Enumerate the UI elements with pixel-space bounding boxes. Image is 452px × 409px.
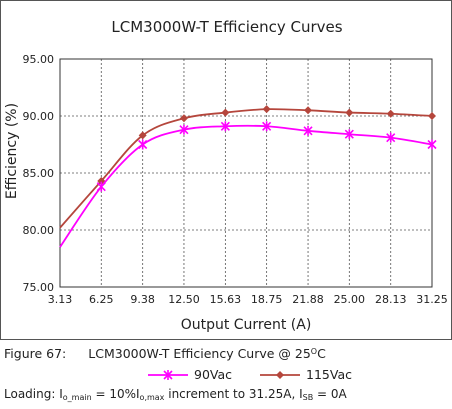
loading-part4: = 0A [313,387,347,401]
legend: 90Vac 115Vac [148,367,352,382]
y-tick-label: 80.00 [23,224,55,237]
x-tick-label: 21.88 [292,293,324,306]
x-tick-label: 15.63 [210,293,242,306]
loading-sub-max: o,max [139,393,165,402]
loading-sub-sb: SB [302,393,314,402]
legend-swatch-115vac [260,370,301,379]
data-point-115vac [138,131,147,140]
grid [60,59,432,287]
loading-sub-main: o_main [62,393,92,402]
data-point-90vac [427,139,437,150]
degree-mark: O [310,347,318,356]
series-group [59,105,437,248]
legend-item-115vac: 115Vac [260,367,352,382]
x-tick-label: 6.25 [89,293,114,306]
legend-label-90vac: 90Vac [194,367,233,382]
data-point-115vac [304,106,313,115]
x-tick-label: 12.50 [168,293,200,306]
x-tick-label: 9.38 [130,293,155,306]
y-tick-label: 85.00 [23,167,55,180]
series-line-115vac [59,108,433,229]
figure-caption: Figure 67: LCM3000W-T Efficiency Curve @ … [4,346,326,361]
x-axis-ticks: 3.13 6.25 9.38 12.50 15.63 18.75 21.88 25.00 28.… [48,293,448,306]
x-tick-label: 3.13 [48,293,73,306]
data-point-115vac [262,105,271,114]
y-axis-ticks: 75.00 80.00 85.00 90.00 95.00 [23,53,55,294]
x-tick-label: 31.25 [416,293,448,306]
loading-prefix: Loading: I [4,387,63,401]
data-point-90vac [303,125,313,136]
x-tick-label: 25.00 [334,293,366,306]
plot-area [59,58,433,288]
figure-label: Figure 67: [4,346,67,361]
data-point-90vac [386,132,396,143]
caption-text: LCM3000W-T Efficiency Curve @ 25 [88,346,311,361]
data-point-90vac [262,121,272,132]
y-axis-label: Efficiency (%) [4,103,20,199]
y-tick-label: 95.00 [23,53,55,66]
x-axis-label: Output Current (A) [181,317,312,333]
data-point-90vac [96,181,106,192]
efficiency-chart: LCM3000W-T Efficiency Curves 3.13 6.25 9.3… [4,18,448,333]
chart-title: LCM3000W-T Efficiency Curves [111,18,342,36]
data-point-90vac [220,121,230,132]
data-point-115vac [179,114,188,123]
data-point-90vac [344,129,354,140]
legend-swatch-90vac [148,369,188,380]
chart-panel: LCM3000W-T Efficiency Curves 3.13 6.25 9.3… [0,0,452,340]
series-line-90vac [59,124,433,248]
loading-part3: increment to 31.25A, I [164,387,303,401]
data-point-115vac [221,108,230,117]
y-tick-label: 75.00 [23,281,55,294]
data-point-115vac [428,112,436,120]
data-point-90vac [138,139,148,150]
x-tick-label: 18.75 [251,293,283,306]
legend-label-115vac: 115Vac [306,367,353,382]
loading-part2: = 10%I [91,387,140,401]
x-tick-label: 28.13 [375,293,407,306]
data-point-115vac [345,108,354,117]
data-point-90vac [179,124,189,135]
loading-note: Loading: Io_main = 10%Io,max increment t… [4,387,347,402]
data-point-115vac [386,109,395,118]
legend-item-90vac: 90Vac [148,367,232,382]
caption-unit: C [317,346,326,361]
y-tick-label: 90.00 [23,110,55,123]
